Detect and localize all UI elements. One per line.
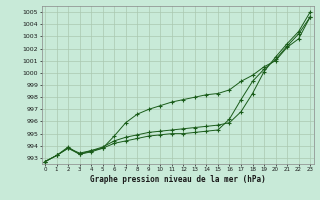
X-axis label: Graphe pression niveau de la mer (hPa): Graphe pression niveau de la mer (hPa) (90, 175, 266, 184)
